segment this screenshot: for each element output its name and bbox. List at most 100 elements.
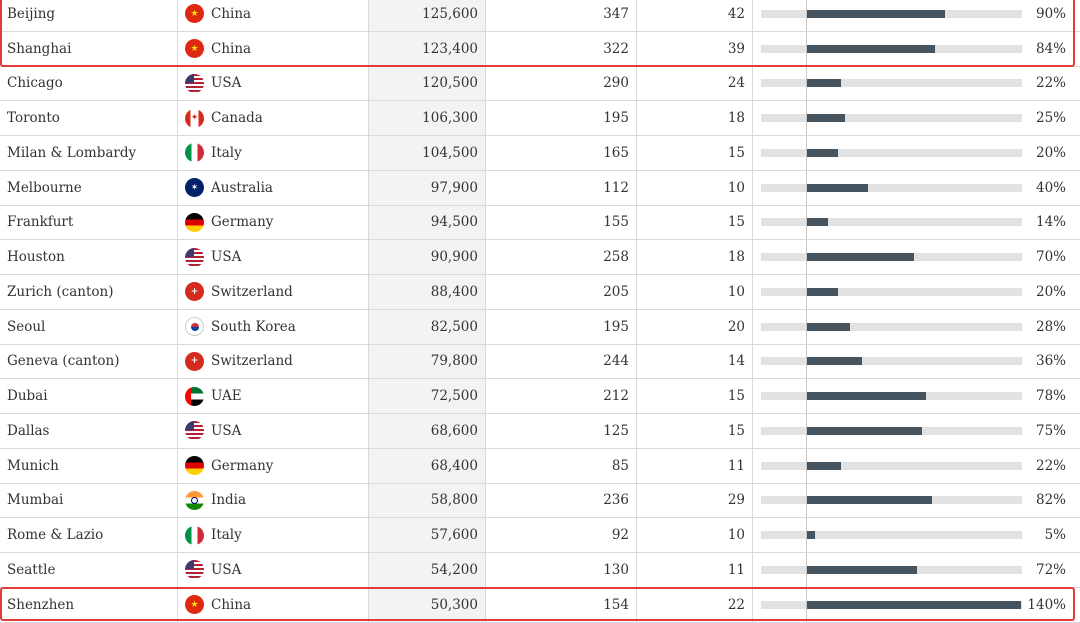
percent-bar-cell: 20% [753,136,1080,170]
percent-bar-cell: 75% [753,414,1080,448]
city-cell: Frankfurt [0,205,178,240]
value-cell-2: 236 [486,483,637,518]
percent-label: 90% [1035,5,1066,22]
value-cell-1: 72,500 [369,379,486,413]
percent-bar-cell: 90% [753,0,1080,31]
bar-axis-line [806,344,807,379]
value-cell-1: 125,600 [369,0,486,31]
percent-bar-cell: 22% [753,66,1080,101]
country-name: Italy [211,144,242,161]
table-row: Toronto ✦ Canada 106,300 195 18 25% [0,101,1080,136]
value-cell-2: 125 [486,414,637,448]
value-cell-2: 112 [486,170,637,205]
percent-bar [807,253,914,262]
bar-axis-line [806,379,807,413]
value-cell-3: 18 [637,240,753,274]
city-cell: Dubai [0,379,178,413]
bar-track [761,148,1022,157]
bar-track [761,183,1022,192]
germany-flag-icon [185,212,204,232]
country-name: USA [211,75,242,92]
india-flag-icon [185,490,204,510]
table-row: Munich Germany 68,400 85 11 22% [0,448,1080,484]
percent-label: 72% [1035,561,1066,578]
value-cell-2: 92 [486,518,637,552]
table-row: Frankfurt Germany 94,500 155 15 14% [0,205,1080,241]
value-cell-3: 15 [637,414,753,448]
percent-bar [807,565,918,574]
percent-bar [807,148,838,157]
percent-bar [807,392,927,401]
city-cell: Toronto [0,101,178,135]
table-row: Dallas USA 68,600 125 15 75% [0,414,1080,449]
country-cell: ★ China [178,587,369,622]
percent-bar [807,322,850,331]
percent-label: 25% [1035,110,1066,127]
table-row: Chicago USA 120,500 290 24 22% [0,66,1080,102]
value-cell-3: 15 [637,136,753,170]
value-cell-2: 322 [486,31,637,66]
country-cell: USA [178,414,369,448]
value-cell-3: 10 [637,518,753,552]
bar-axis-line [806,309,807,344]
percent-bar-cell: 70% [753,240,1080,274]
percent-bar-cell: 84% [753,31,1080,66]
value-cell-2: 195 [486,309,637,344]
value-cell-1: 123,400 [369,31,486,66]
value-cell-2: 244 [486,344,637,379]
value-cell-1: 120,500 [369,66,486,101]
south-korea-flag-icon [185,317,204,337]
percent-label: 70% [1035,249,1066,266]
country-name: USA [211,249,242,266]
country-cell: ✦ Canada [178,101,369,135]
percent-bar-cell: 36% [753,344,1080,379]
country-name: Italy [211,527,242,544]
country-name: China [211,40,252,57]
table-row: Shenzhen ★ China 50,300 154 22 140% [0,587,1080,623]
italy-flag-icon [185,525,204,545]
city-cell: Beijing [0,0,178,31]
percent-label: 40% [1035,179,1066,196]
value-cell-1: 79,800 [369,344,486,379]
bar-axis-line [806,205,807,240]
table-row: Rome & Lazio Italy 57,600 92 10 5% [0,518,1080,553]
percent-label: 5% [1044,527,1066,544]
bar-axis-line [806,553,807,587]
value-cell-2: 347 [486,0,637,31]
country-name: USA [211,422,242,439]
country-name: Switzerland [211,353,293,370]
percent-bar-cell: 22% [753,448,1080,483]
percent-bar-cell: 78% [753,379,1080,413]
bar-axis-line [806,587,807,622]
percent-label: 36% [1035,353,1066,370]
table-row: Zurich (canton) + Switzerland 88,400 205 10 20… [0,275,1080,310]
country-cell: Germany [178,448,369,483]
bar-axis-line [806,240,807,274]
table-row: Houston USA 90,900 258 18 70% [0,240,1080,275]
value-cell-2: 205 [486,275,637,309]
country-cell: ✶ Australia [178,170,369,205]
country-name: Germany [211,214,274,231]
country-name: Canada [211,110,263,127]
value-cell-1: 88,400 [369,275,486,309]
percent-label: 20% [1035,144,1066,161]
value-cell-1: 104,500 [369,136,486,170]
bar-axis-line [806,414,807,448]
country-cell: USA [178,66,369,101]
bar-track [761,531,1022,540]
value-cell-2: 130 [486,553,637,587]
bar-axis-line [806,483,807,518]
percent-bar [807,79,841,88]
percent-bar-cell: 82% [753,483,1080,518]
city-cell: Seoul [0,309,178,344]
bar-track [761,287,1022,296]
value-cell-2: 155 [486,205,637,240]
bar-axis-line [806,136,807,170]
value-cell-1: 50,300 [369,587,486,622]
percent-bar-cell: 5% [753,518,1080,552]
value-cell-2: 290 [486,66,637,101]
percent-bar [807,496,933,505]
country-name: China [211,596,252,613]
country-cell: Germany [178,205,369,240]
value-cell-3: 15 [637,205,753,240]
